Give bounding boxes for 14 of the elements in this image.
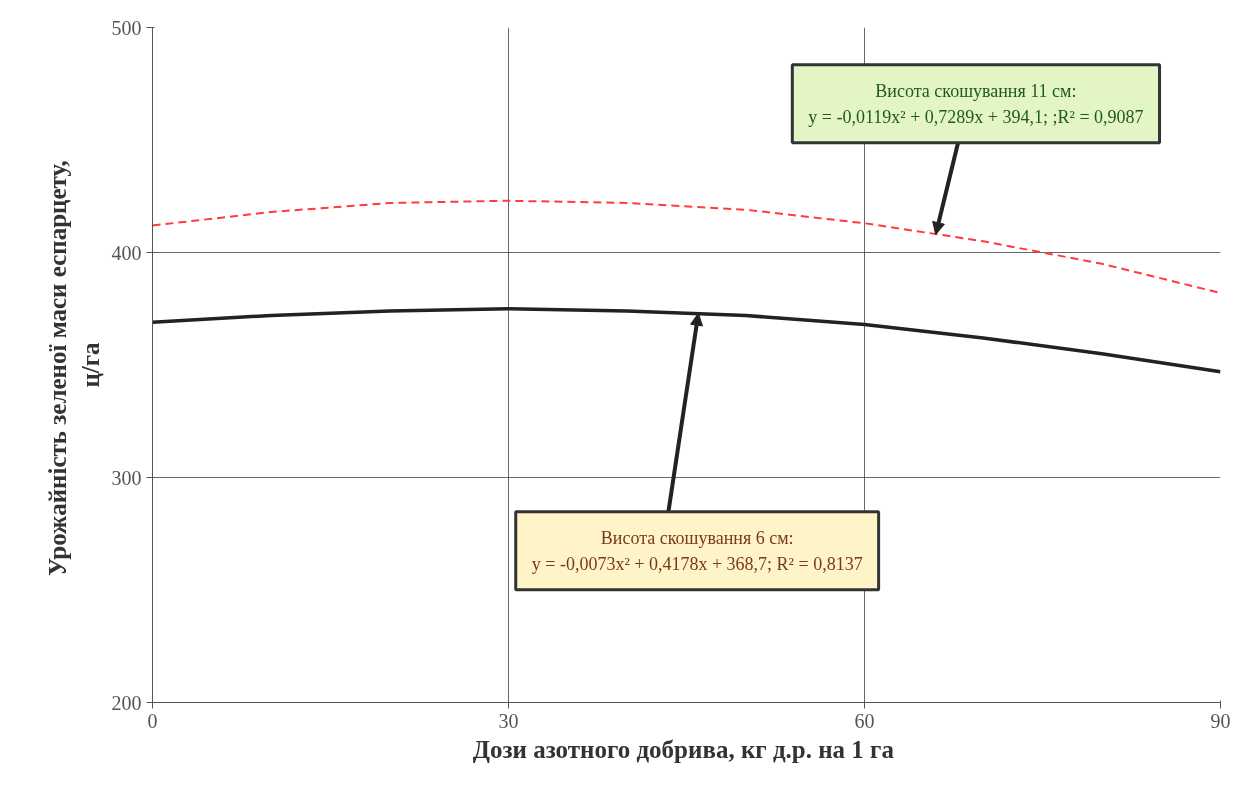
line-series bbox=[152, 199, 1221, 294]
annotation: Висота скошування 6 см: y = -0,0073x² + 0,4178x + 368,7; R² = 0,8137 bbox=[531, 527, 863, 574]
y-tick-label: 200 bbox=[111, 691, 142, 714]
y-tick-label: 500 bbox=[111, 16, 142, 39]
x-tick-label: 60 bbox=[854, 709, 875, 732]
y-axis-title: Урожайність зеленої маси еспарцету, ц/га bbox=[44, 160, 104, 577]
y-tick-label: 400 bbox=[111, 241, 142, 264]
annotation: Висота скошування 11 см: y = -0,0119x² + 0,7289x + 394,1; ;R² = 0,9087 bbox=[808, 80, 1144, 127]
x-tick-label: 30 bbox=[498, 709, 519, 732]
x-tick-label: 90 bbox=[1210, 709, 1231, 732]
x-axis-title: Дози азотного добрива, кг д.р. на 1 га bbox=[472, 735, 895, 763]
x-tick-label: 0 bbox=[147, 709, 158, 732]
line-series bbox=[152, 307, 1221, 374]
y-tick-label: 300 bbox=[111, 466, 142, 489]
